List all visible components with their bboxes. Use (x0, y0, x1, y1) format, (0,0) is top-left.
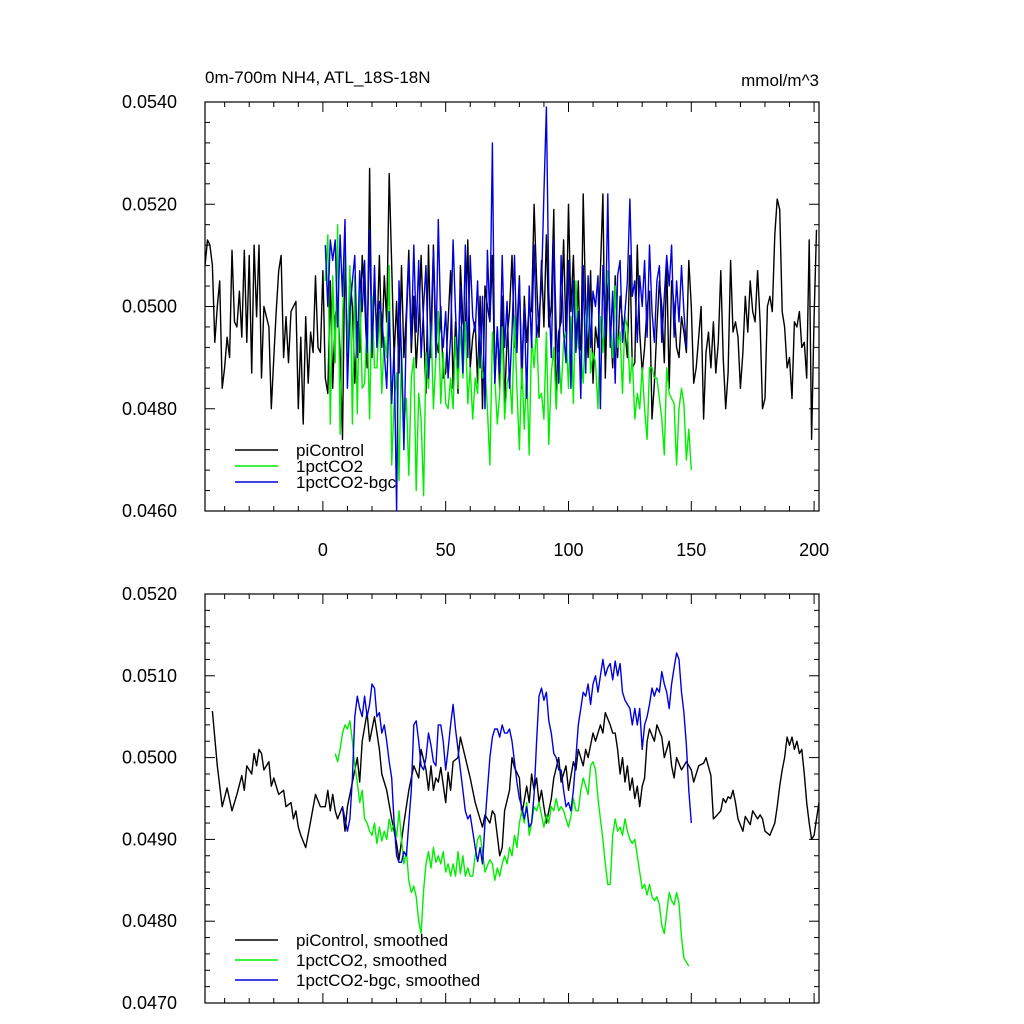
y-tick-label: 0.0540 (122, 92, 177, 112)
x-tick-label: 0 (318, 540, 328, 560)
axis-ticks-top: 0.0460 0.0480 0.0500 0.0520 0.0540 0 50 100 150 2… (122, 92, 829, 560)
y-tick-label: 0.0480 (122, 911, 177, 931)
legend-label: piControl, smoothed (296, 931, 448, 950)
plot-frame-bottom (204, 593, 820, 1004)
y-tick-label: 0.0470 (122, 993, 177, 1013)
axis-ticks-bottom: 0.0470 0.0480 0.0490 0.0500 0.0510 0.0520 (122, 584, 819, 1013)
x-tick-label: 150 (676, 540, 706, 560)
panel-smoothed: 0.0470 0.0480 0.0490 0.0500 0.0510 0.0520 piC… (122, 584, 820, 1013)
y-tick-label: 0.0480 (122, 399, 177, 419)
chart-title: 0m-700m NH4, ATL_18S-18N (205, 68, 431, 87)
units-label: mmol/m^3 (741, 71, 819, 90)
series-line-1pctco2 (324, 223, 692, 497)
legend-label: 1pctCO2 (296, 457, 363, 476)
x-tick-label: 200 (799, 540, 829, 560)
series-lines-top (205, 106, 818, 511)
y-tick-label: 0.0520 (122, 584, 177, 604)
legend-label: piControl (296, 441, 364, 460)
y-tick-label: 0.0460 (122, 501, 177, 521)
x-tick-label: 50 (436, 540, 456, 560)
y-tick-label: 0.0510 (122, 666, 177, 686)
series-line-1pctco2-bgc-smoothed (341, 652, 692, 865)
y-tick-label: 0.0490 (122, 829, 177, 849)
y-tick-label: 0.0500 (122, 748, 177, 768)
series-line-picontrol (205, 167, 818, 441)
series-line-1pctco2-bgc (324, 106, 688, 511)
legend-label: 1pctCO2, smoothed (296, 951, 447, 970)
series-lines-bottom (211, 652, 819, 967)
legend-label: 1pctCO2-bgc, smoothed (296, 971, 480, 990)
y-tick-label: 0.0500 (122, 297, 177, 317)
y-tick-label: 0.0520 (122, 194, 177, 214)
legend-label: 1pctCO2-bgc (296, 473, 397, 492)
panel-raw: 0.0460 0.0480 0.0500 0.0520 0.0540 0 50 100 150 2… (122, 68, 829, 560)
x-tick-label: 100 (553, 540, 583, 560)
